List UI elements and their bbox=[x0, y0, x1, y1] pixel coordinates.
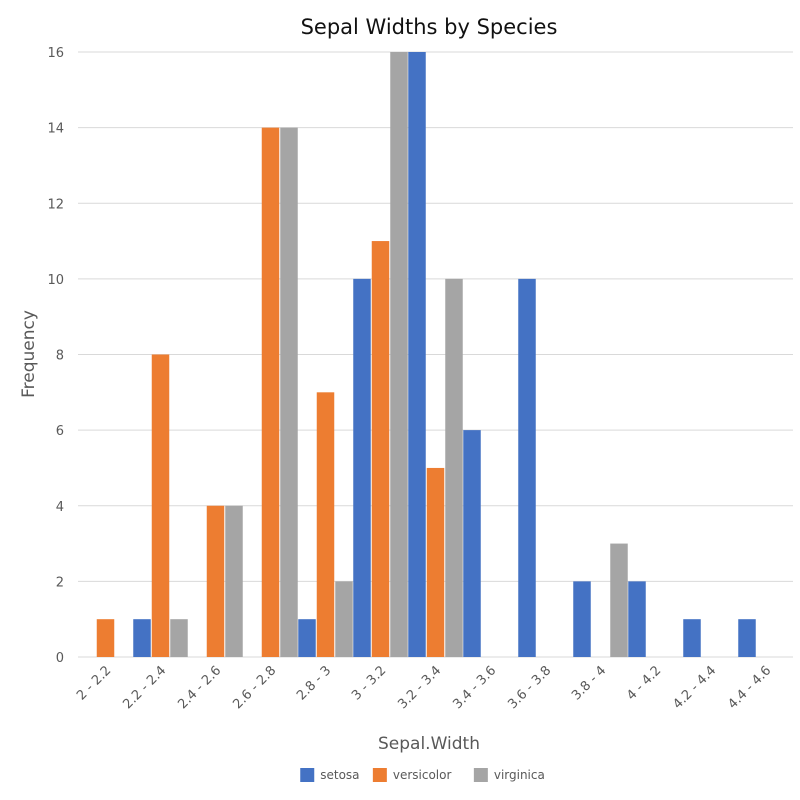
x-tick-label: 2 - 2.2 bbox=[74, 663, 114, 703]
bar-setosa bbox=[298, 619, 316, 657]
y-tick-label: 2 bbox=[56, 575, 64, 590]
x-axis-ticks: 2 - 2.2 2.2 - 2.4 2.4 - 2.6 2.6 - 2.8 2.8 - … bbox=[74, 663, 774, 712]
y-tick-label: 16 bbox=[47, 46, 64, 61]
y-axis-label: Frequency bbox=[19, 310, 39, 398]
legend-swatch-virginica bbox=[473, 768, 488, 782]
bar-setosa bbox=[573, 581, 591, 657]
x-tick-label: 2.8 - 3 bbox=[294, 663, 334, 703]
bar-virginica bbox=[335, 581, 353, 657]
legend-swatch-setosa bbox=[300, 768, 315, 782]
y-axis-ticks: 0 2 4 6 8 10 12 14 16 bbox=[47, 46, 64, 666]
legend-label-versicolor: versicolor bbox=[393, 768, 452, 782]
x-tick-label: 3 - 3.2 bbox=[349, 663, 389, 703]
y-tick-label: 10 bbox=[47, 273, 64, 288]
y-tick-label: 8 bbox=[56, 349, 64, 364]
bar-versicolor bbox=[151, 354, 170, 657]
x-tick-label: 2.6 - 2.8 bbox=[230, 663, 279, 712]
legend-label-setosa: setosa bbox=[320, 768, 359, 782]
gridlines bbox=[78, 51, 793, 658]
bar-versicolor bbox=[426, 467, 445, 657]
y-tick-label: 0 bbox=[56, 651, 64, 666]
bar-setosa bbox=[738, 619, 756, 657]
bar-versicolor bbox=[371, 241, 390, 657]
bar-versicolor bbox=[316, 392, 335, 657]
legend: setosa versicolor virginica bbox=[300, 768, 545, 782]
bar-setosa bbox=[408, 52, 426, 657]
bar-virginica bbox=[225, 505, 243, 657]
bar-virginica bbox=[445, 278, 463, 657]
bar-setosa bbox=[353, 278, 371, 657]
bar-virginica bbox=[280, 127, 298, 657]
chart-title: Sepal Widths by Species bbox=[301, 15, 558, 39]
x-tick-label: 4 - 4.2 bbox=[624, 663, 664, 703]
bars bbox=[96, 52, 756, 657]
bar-versicolor bbox=[96, 619, 115, 657]
y-tick-label: 12 bbox=[47, 197, 64, 212]
bar-setosa bbox=[683, 619, 701, 657]
y-tick-label: 14 bbox=[47, 122, 64, 137]
x-axis-label: Sepal.Width bbox=[378, 734, 480, 754]
x-tick-label: 2.2 - 2.4 bbox=[120, 663, 169, 712]
bar-versicolor bbox=[261, 127, 280, 657]
bar-virginica bbox=[610, 543, 628, 657]
bar-setosa bbox=[518, 278, 536, 657]
legend-swatch-versicolor bbox=[372, 768, 387, 782]
bar-virginica bbox=[170, 619, 188, 657]
x-tick-label: 3.6 - 3.8 bbox=[505, 663, 554, 712]
bar-versicolor bbox=[206, 505, 225, 657]
x-tick-label: 2.4 - 2.6 bbox=[175, 663, 224, 712]
x-tick-label: 3.8 - 4 bbox=[569, 663, 609, 703]
bar-setosa bbox=[628, 581, 646, 657]
bar-virginica bbox=[390, 52, 408, 657]
legend-label-virginica: virginica bbox=[494, 768, 545, 782]
y-tick-label: 4 bbox=[56, 500, 64, 515]
x-tick-label: 3.2 - 3.4 bbox=[395, 663, 444, 712]
x-tick-label: 3.4 - 3.6 bbox=[450, 663, 499, 712]
y-tick-label: 6 bbox=[56, 424, 64, 439]
bar-setosa bbox=[133, 619, 151, 657]
x-tick-label: 4.4 - 4.6 bbox=[725, 663, 774, 712]
bar-setosa bbox=[463, 430, 481, 657]
x-tick-label: 4.2 - 4.4 bbox=[670, 663, 719, 712]
